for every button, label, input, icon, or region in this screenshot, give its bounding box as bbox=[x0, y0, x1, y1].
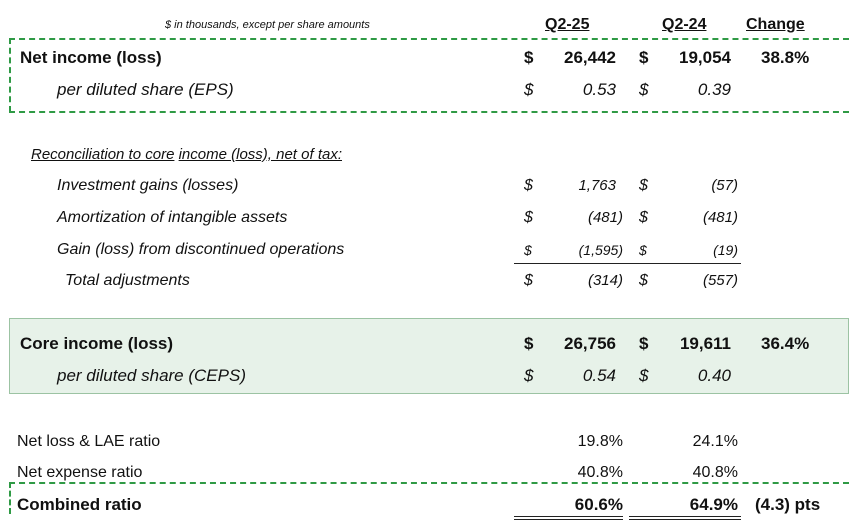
net-income-frame-top bbox=[9, 38, 849, 40]
eps-q2-25-currency: $ bbox=[524, 80, 534, 99]
discontinued-ops-q2-25-value: (1,595) bbox=[578, 242, 623, 258]
core-income-q2-25-currency: $ bbox=[524, 334, 534, 353]
expense-ratio-q2-25: 40.8% bbox=[577, 464, 623, 481]
core-income-q2-25-value: 26,756 bbox=[564, 334, 616, 353]
expense-ratio-label: Net expense ratio bbox=[17, 464, 143, 481]
loss-lae-ratio-q2-24: 24.1% bbox=[692, 433, 738, 450]
combined-q2-25-double-underline bbox=[514, 519, 623, 520]
net-income-label: Net income (loss) bbox=[20, 48, 162, 67]
eps-label: per diluted share (EPS) bbox=[57, 80, 234, 99]
amortization-label: Amortization of intangible assets bbox=[57, 209, 288, 226]
investment-gains-q2-24-value: (57) bbox=[711, 177, 738, 194]
reconciliation-heading-underlined: Reconciliation to core bbox=[31, 146, 175, 163]
eps-q2-24-currency: $ bbox=[639, 80, 649, 99]
investment-gains-q2-24-currency: $ bbox=[639, 177, 648, 194]
combined-q2-24-underline bbox=[629, 516, 741, 517]
core-income-highlight-box bbox=[9, 318, 849, 394]
investment-gains-q2-25-currency: $ bbox=[524, 177, 533, 194]
amortization-q2-24-currency: $ bbox=[639, 209, 648, 226]
discontinued-ops-q2-24-currency: $ bbox=[639, 242, 647, 258]
combined-ratio-change: (4.3) pts bbox=[755, 495, 821, 514]
core-income-label: Core income (loss) bbox=[20, 334, 174, 353]
discontinued-ops-q2-25-currency: $ bbox=[524, 242, 532, 258]
ceps-q2-24-currency: $ bbox=[639, 366, 649, 385]
combined-ratio-frame-top bbox=[9, 482, 849, 484]
ceps-q2-25-value: 0.54 bbox=[582, 366, 616, 385]
column-header-q2-25: Q2-25 bbox=[545, 16, 590, 33]
net-income-q2-25-currency: $ bbox=[524, 48, 534, 67]
ceps-q2-24-value: 0.40 bbox=[697, 366, 731, 385]
ceps-q2-25-currency: $ bbox=[524, 366, 534, 385]
eps-q2-25-value: 0.53 bbox=[582, 80, 616, 99]
combined-ratio-label: Combined ratio bbox=[17, 495, 142, 514]
total-adjustments-q2-25-value: (314) bbox=[587, 272, 623, 289]
net-income-frame-left bbox=[9, 38, 11, 112]
reconciliation-heading: Reconciliation to core income (loss), ne… bbox=[31, 146, 342, 163]
total-adjustments-label: Total adjustments bbox=[65, 272, 190, 289]
core-income-q2-24-currency: $ bbox=[639, 334, 649, 353]
amortization-q2-25-currency: $ bbox=[524, 209, 533, 226]
combined-q2-25-underline bbox=[514, 516, 623, 517]
discontinued-ops-label: Gain (loss) from discontinued operations bbox=[57, 241, 345, 258]
total-adjustments-q2-24-value: (557) bbox=[702, 272, 738, 289]
core-income-change: 36.4% bbox=[761, 334, 810, 353]
column-header-q2-24: Q2-24 bbox=[662, 16, 707, 33]
eps-q2-24-value: 0.39 bbox=[697, 80, 731, 99]
column-header-change: Change bbox=[746, 16, 805, 33]
combined-ratio-q2-24: 64.9% bbox=[689, 495, 738, 514]
units-note: $ in thousands, except per share amounts bbox=[165, 19, 370, 31]
loss-lae-ratio-q2-25: 19.8% bbox=[577, 433, 623, 450]
reconciliation-heading-rest: income (loss), net of tax: bbox=[178, 146, 342, 163]
amortization-q2-25-value: (481) bbox=[587, 209, 623, 226]
investment-gains-label: Investment gains (losses) bbox=[57, 177, 239, 194]
loss-lae-ratio-label: Net loss & LAE ratio bbox=[17, 433, 161, 450]
discontinued-ops-q2-24-value: (19) bbox=[713, 242, 738, 258]
net-income-q2-24-value: 19,054 bbox=[679, 48, 731, 67]
total-adjustments-q2-24-currency: $ bbox=[639, 272, 648, 289]
combined-ratio-q2-25: 60.6% bbox=[574, 495, 623, 514]
subtotal-rule bbox=[514, 263, 741, 264]
core-income-q2-24-value: 19,611 bbox=[679, 334, 731, 353]
net-income-frame-bottom bbox=[9, 111, 849, 113]
net-income-q2-24-currency: $ bbox=[639, 48, 649, 67]
combined-ratio-frame-left bbox=[9, 482, 11, 514]
combined-q2-24-double-underline bbox=[629, 519, 741, 520]
expense-ratio-q2-24: 40.8% bbox=[692, 464, 738, 481]
amortization-q2-24-value: (481) bbox=[702, 209, 738, 226]
net-income-q2-25-value: 26,442 bbox=[564, 48, 616, 67]
net-income-change: 38.8% bbox=[761, 48, 810, 67]
ceps-label: per diluted share (CEPS) bbox=[57, 366, 246, 385]
total-adjustments-q2-25-currency: $ bbox=[524, 272, 533, 289]
investment-gains-q2-25-value: 1,763 bbox=[578, 177, 616, 194]
